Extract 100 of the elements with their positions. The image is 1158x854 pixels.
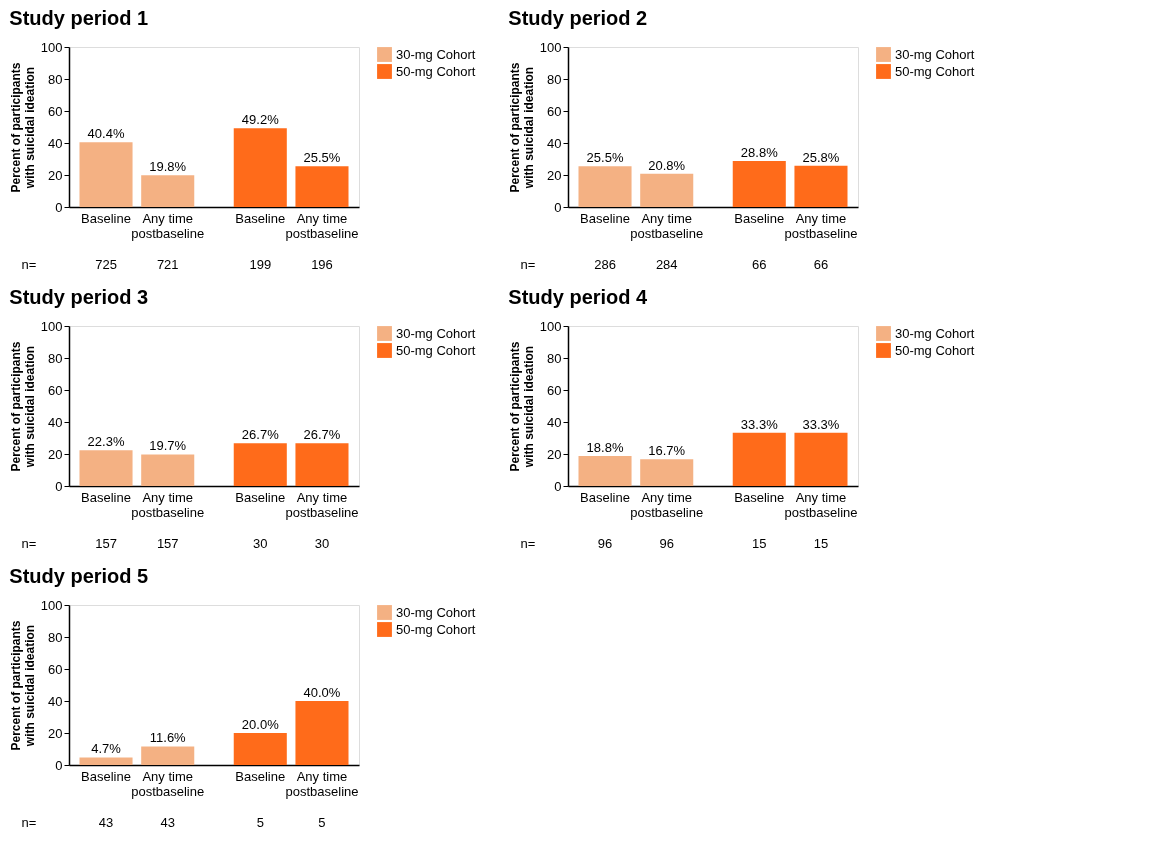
data-label: 33.3% <box>740 416 779 432</box>
bar <box>295 443 349 486</box>
x-tick-label: Any time postbaseline <box>285 769 359 799</box>
data-label: 22.3% <box>87 434 125 450</box>
bar <box>640 173 694 207</box>
chart-title: Study period 3 <box>9 286 149 308</box>
bar <box>79 142 133 207</box>
bar <box>732 432 786 486</box>
y-axis-title: Percent of participants with suicidal ideation <box>8 62 37 193</box>
bar <box>794 432 848 486</box>
x-tick-label: Any time postbaseline <box>131 769 205 799</box>
x-tick-label: Baseline <box>580 211 630 226</box>
data-label: 26.7% <box>241 427 280 443</box>
x-tick-label: Baseline <box>734 490 785 505</box>
x-tick-label: Baseline <box>81 769 131 784</box>
data-label: 19.8% <box>149 159 187 175</box>
text: n= <box>520 257 536 272</box>
x-tick-label: Baseline <box>235 769 286 784</box>
y-axis-title: Percent of participants with suicidal ideation <box>507 341 536 472</box>
text: n= <box>21 536 37 551</box>
data-label: 25.5% <box>303 150 341 166</box>
data-label: 33.3% <box>802 416 840 432</box>
y-tick-label: 40 <box>547 135 562 151</box>
y-tick-label: 100 <box>40 597 63 613</box>
text: 30 <box>253 536 268 551</box>
y-tick-label: 20 <box>48 167 63 183</box>
data-label: 4.7% <box>91 741 122 757</box>
x-tick-label: Any time postbaseline <box>630 211 704 241</box>
legend-label: 30-mg Cohort <box>396 325 476 341</box>
legend-label: 30-mg Cohort <box>396 604 476 620</box>
data-label: 18.8% <box>586 439 624 455</box>
x-tick-label: Any time postbaseline <box>630 490 704 520</box>
text: 5 <box>318 815 326 830</box>
y-tick-label: 80 <box>48 71 63 87</box>
data-label: 20.8% <box>648 157 686 173</box>
text: 66 <box>752 257 767 272</box>
x-tick-label: Any time postbaseline <box>285 211 359 241</box>
chart-title: Study period 5 <box>9 565 149 587</box>
bar <box>578 166 632 207</box>
x-tick-label: Baseline <box>81 211 131 226</box>
y-tick-label: 80 <box>547 71 562 87</box>
y-tick-label: 60 <box>547 103 562 119</box>
data-label: 26.7% <box>303 427 341 443</box>
chart-title: Study period 4 <box>508 286 649 308</box>
text: 30 <box>314 536 330 551</box>
y-axis-title: Percent of participants with suicidal ideation <box>8 341 37 472</box>
data-label: 11.6% <box>149 730 187 746</box>
legend-label: 50-mg Cohort <box>895 342 975 358</box>
x-tick-label: Any time postbaseline <box>285 490 359 520</box>
bar <box>640 459 694 486</box>
bar <box>233 733 287 765</box>
x-tick-label: Baseline <box>734 211 785 226</box>
y-tick-label: 60 <box>547 382 562 398</box>
bar <box>233 128 287 207</box>
y-tick-label: 100 <box>539 39 562 55</box>
bar <box>141 746 195 765</box>
text: 15 <box>752 536 767 551</box>
text: 721 <box>156 257 179 272</box>
y-tick-label: 60 <box>48 661 63 677</box>
bar <box>732 160 786 207</box>
y-tick-label: 80 <box>547 350 562 366</box>
text: 199 <box>249 257 272 272</box>
bar <box>578 455 632 486</box>
data-label: 40.4% <box>87 126 125 142</box>
data-label: 16.7% <box>648 443 686 459</box>
data-label: 25.8% <box>802 149 840 165</box>
y-axis-title: Percent of participants with suicidal ideation <box>8 620 37 751</box>
bar <box>295 166 349 207</box>
legend-label: 30-mg Cohort <box>895 325 975 341</box>
y-tick-label: 0 <box>554 199 562 215</box>
y-axis-title: Percent of participants with suicidal ideation <box>507 62 536 193</box>
y-tick-label: 20 <box>547 167 562 183</box>
bar <box>79 757 133 765</box>
bar <box>295 701 349 765</box>
data-label: 20.0% <box>241 717 280 732</box>
data-label: 19.7% <box>149 438 187 454</box>
legend-label: 50-mg Cohort <box>396 63 476 79</box>
y-tick-label: 0 <box>55 478 63 494</box>
x-tick-label: Any time postbaseline <box>131 211 205 241</box>
y-tick-label: 40 <box>48 135 63 151</box>
legend-label: 50-mg Cohort <box>895 63 975 79</box>
y-tick-label: 40 <box>48 693 63 709</box>
text: n= <box>520 536 536 551</box>
bar <box>794 165 848 207</box>
text: n= <box>21 815 37 830</box>
text: 96 <box>659 536 674 551</box>
y-tick-label: 40 <box>547 414 562 430</box>
bar <box>141 175 195 207</box>
y-tick-label: 0 <box>554 478 562 494</box>
data-label: 25.5% <box>586 150 624 166</box>
text: 66 <box>813 257 829 272</box>
x-tick-label: Baseline <box>580 490 630 505</box>
chart-title: Study period 1 <box>9 7 149 29</box>
text: 5 <box>256 815 264 830</box>
legend-label: 50-mg Cohort <box>396 342 476 358</box>
data-label: 49.2% <box>241 112 280 128</box>
y-tick-label: 20 <box>48 725 63 741</box>
legend-label: 50-mg Cohort <box>396 621 476 637</box>
text: 725 <box>95 257 117 272</box>
x-tick-label: Any time postbaseline <box>784 211 858 241</box>
